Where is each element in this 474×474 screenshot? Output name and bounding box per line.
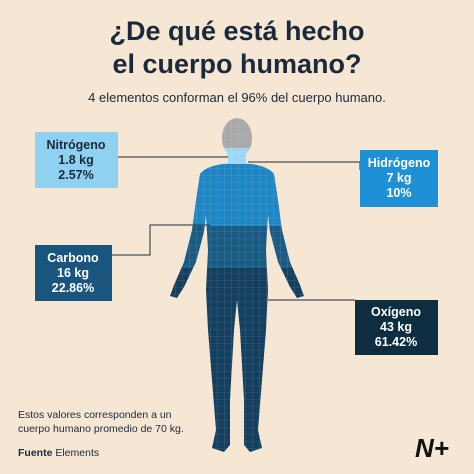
element-box: Oxígeno 43 kg 61.42% bbox=[355, 300, 438, 355]
source-label: Fuente bbox=[18, 447, 53, 459]
element-box: Carbono 16 kg 22.86% bbox=[35, 245, 112, 301]
element-percent: 10% bbox=[386, 186, 411, 200]
element-mass: 43 kg bbox=[380, 320, 412, 334]
note-line: cuerpo humano promedio de 70 kg. bbox=[18, 423, 184, 435]
title-line: ¿De qué está hecho bbox=[109, 16, 364, 46]
note-line: Estos valores corresponden a un bbox=[18, 409, 172, 421]
element-name: Oxígeno bbox=[371, 305, 421, 319]
element-percent: 2.57% bbox=[58, 168, 93, 182]
source-value: Elements bbox=[55, 447, 99, 459]
element-mass: 1.8 kg bbox=[58, 153, 93, 167]
element-name: Hidrógeno bbox=[368, 156, 431, 170]
element-mass: 7 kg bbox=[386, 171, 411, 185]
title-line: el cuerpo humano? bbox=[112, 49, 361, 79]
body-silhouette bbox=[170, 118, 304, 452]
source: Fuente Elements bbox=[18, 447, 99, 459]
element-name: Carbono bbox=[47, 251, 99, 265]
subtitle: 4 elementos conforman el 96% del cuerpo … bbox=[88, 90, 386, 105]
logo: N+ bbox=[415, 433, 449, 463]
element-percent: 22.86% bbox=[52, 281, 94, 295]
element-box: Hidrógeno 7 kg 10% bbox=[360, 150, 438, 207]
element-percent: 61.42% bbox=[375, 335, 417, 349]
element-box: Nitrógeno 1.8 kg 2.57% bbox=[35, 132, 118, 188]
element-mass: 16 kg bbox=[57, 266, 89, 280]
element-name: Nitrógeno bbox=[46, 138, 105, 152]
